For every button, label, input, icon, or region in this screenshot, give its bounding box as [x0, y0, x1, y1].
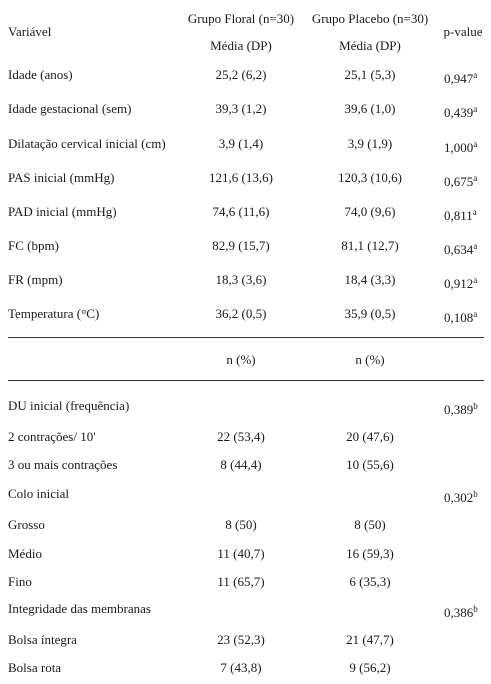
row-label: 3 ou mais contrações: [8, 457, 118, 472]
cell-floral: 82,9 (15,7): [212, 238, 270, 253]
p-value: 0,947: [444, 71, 474, 86]
p-value: 0,108: [444, 310, 474, 325]
p-value: 0,302: [444, 490, 474, 505]
p-value-footnote-mark: a: [473, 139, 478, 149]
p-value-cell: 0,912a: [444, 276, 477, 292]
row-label: DU inicial (frequência): [8, 398, 130, 413]
p-value-footnote-mark: a: [472, 207, 477, 217]
cell-placebo: 74,0 (9,6): [344, 204, 396, 219]
row-label: Idade gestacional (sem): [8, 101, 132, 116]
cell-placebo: 35,9 (0,5): [344, 306, 396, 321]
p-value: 0,386: [444, 605, 474, 620]
p-value-cell: 1,000a: [444, 140, 477, 156]
cell-placebo: 81,1 (12,7): [341, 238, 399, 253]
p-value-footnote-mark: a: [473, 173, 478, 183]
row-label: Grosso: [8, 517, 45, 532]
p-value-footnote-mark: a: [473, 275, 478, 285]
p-value: 0,811: [444, 208, 473, 223]
subheader-placebo: n (%): [355, 352, 385, 367]
cell-placebo: 21 (47,7): [346, 632, 394, 647]
row-label: Bolsa rota: [8, 660, 62, 675]
cell-placebo: 6 (35,3): [349, 574, 391, 589]
row-label: Integridade das membranas: [8, 601, 151, 616]
cell-floral: 121,6 (13,6): [209, 170, 273, 185]
cell-placebo: 120,3 (10,6): [338, 170, 402, 185]
cell-floral: 22 (53,4): [217, 429, 265, 444]
header-pvalue: p-value: [443, 24, 483, 39]
header-stat-floral: Média (DP): [210, 38, 272, 53]
p-value-cell: 0,675a: [444, 174, 477, 190]
p-value: 0,912: [444, 276, 474, 291]
cell-floral: 23 (52,3): [217, 632, 265, 647]
p-value: 0,389: [444, 402, 474, 417]
p-value-cell: 0,108a: [444, 310, 477, 326]
cell-placebo: 8 (50): [354, 517, 386, 532]
header-group-placebo: Grupo Placebo (n=30): [311, 11, 429, 26]
row-label: Bolsa íntegra: [8, 632, 77, 647]
row-label: Dilatação cervical inicial (cm): [8, 136, 166, 151]
row-label: PAD inicial (mmHg): [8, 204, 117, 219]
row-label: FC (bpm): [8, 238, 59, 253]
p-value-footnote-mark: b: [473, 604, 478, 614]
p-value-footnote-mark: a: [473, 309, 478, 319]
cell-placebo: 20 (47,6): [346, 429, 394, 444]
p-value-cell: 0,302b: [444, 490, 478, 506]
header-group-floral: Grupo Floral (n=30): [187, 11, 295, 26]
row-label: Temperatura (°C): [8, 306, 100, 321]
row-label: FR (mpm): [8, 272, 63, 287]
cell-floral: 36,2 (0,5): [215, 306, 267, 321]
cell-placebo: 39,6 (1,0): [344, 101, 396, 116]
cell-floral: 11 (40,7): [217, 546, 265, 561]
p-value-cell: 0,439a: [444, 105, 477, 121]
divider-bottom: [8, 380, 484, 381]
p-value-cell: 0,634a: [444, 242, 477, 258]
cell-floral: 11 (65,7): [217, 574, 265, 589]
row-label: Idade (anos): [8, 67, 73, 82]
cell-floral: 74,6 (11,6): [212, 204, 270, 219]
p-value-cell: 0,811a: [444, 208, 477, 224]
header-variable: Variável: [8, 24, 52, 39]
divider-top: [8, 337, 484, 338]
p-value-footnote-mark: b: [473, 489, 478, 499]
cell-floral: 25,2 (6,2): [215, 67, 267, 82]
p-value: 1,000: [444, 140, 474, 155]
p-value-cell: 0,386b: [444, 605, 478, 621]
row-label: Fino: [8, 574, 32, 589]
cell-placebo: 25,1 (5,3): [344, 67, 396, 82]
header-stat-placebo: Média (DP): [339, 38, 401, 53]
p-value: 0,439: [444, 105, 474, 120]
cell-floral: 18,3 (3,6): [215, 272, 267, 287]
cell-floral: 8 (44,4): [220, 457, 262, 472]
cell-floral: 3,9 (1,4): [218, 136, 264, 151]
row-label: PAS inicial (mmHg): [8, 170, 115, 185]
p-value-cell: 0,389b: [444, 402, 478, 418]
p-value-footnote-mark: a: [473, 70, 478, 80]
p-value-footnote-mark: b: [473, 401, 478, 411]
row-label: Colo inicial: [8, 486, 70, 501]
p-value-cell: 0,947a: [444, 71, 477, 87]
cell-placebo: 10 (55,6): [346, 457, 394, 472]
cell-floral: 7 (43,8): [220, 660, 262, 675]
p-value-footnote-mark: a: [473, 104, 478, 114]
cell-placebo: 9 (56,2): [349, 660, 391, 675]
cell-floral: 8 (50): [225, 517, 257, 532]
row-label: Médio: [8, 546, 42, 561]
subheader-floral: n (%): [226, 352, 256, 367]
row-label: 2 contrações/ 10': [8, 429, 96, 444]
cell-placebo: 18,4 (3,3): [344, 272, 396, 287]
cell-placebo: 3,9 (1,9): [347, 136, 393, 151]
p-value: 0,634: [444, 242, 474, 257]
cell-placebo: 16 (59,3): [346, 546, 394, 561]
cell-floral: 39,3 (1,2): [215, 101, 267, 116]
p-value-footnote-mark: a: [473, 241, 478, 251]
p-value: 0,675: [444, 174, 474, 189]
